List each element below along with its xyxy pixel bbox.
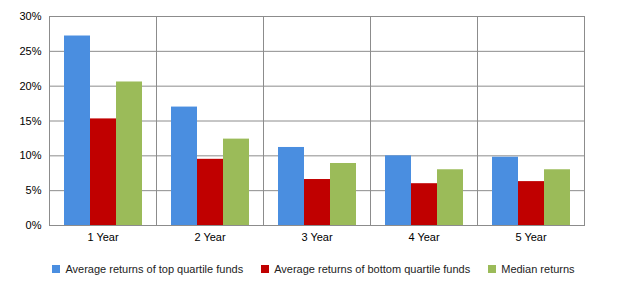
html-text:Average returns of bottom quar: Average returns of bottom quartile funds	[274, 263, 471, 275]
svg-text:4 Year: 4 Year	[408, 231, 440, 243]
svg-text:1 Year: 1 Year	[87, 231, 119, 243]
svg-text:20%: 20%	[19, 80, 41, 92]
svg-text:0%: 0%	[26, 219, 42, 231]
svg-text:30%: 30%	[19, 10, 41, 22]
html-text:Average returns of top quartil: Average returns of top quartile funds	[65, 263, 244, 275]
svg-text:2 Year: 2 Year	[194, 231, 226, 243]
svg-text:5 Year: 5 Year	[515, 231, 547, 243]
svg-text:10%: 10%	[19, 149, 41, 161]
svg-text:3 Year: 3 Year	[301, 231, 333, 243]
html-text:Median returns: Median returns	[501, 263, 575, 275]
svg-text:15%: 15%	[19, 115, 41, 127]
svg-text:5%: 5%	[26, 184, 42, 196]
svg-text:25%: 25%	[19, 45, 41, 57]
